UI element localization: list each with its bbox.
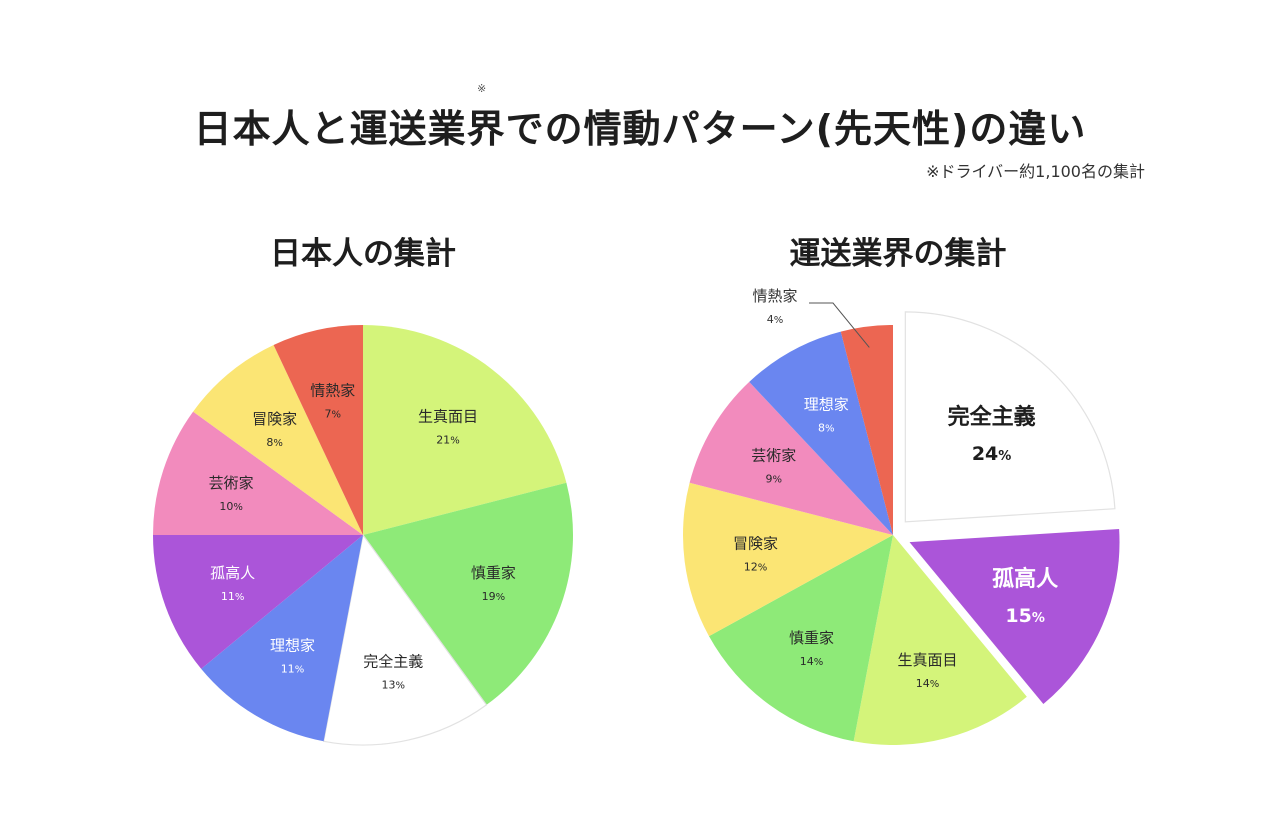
slice-value: 4% xyxy=(767,313,784,326)
slice-label: 冒険家 xyxy=(733,534,778,552)
slice-label: 孤高人 xyxy=(210,564,255,582)
slice-value: 14% xyxy=(800,655,824,668)
slice-label: 慎重家 xyxy=(471,564,516,582)
slice-value: 11% xyxy=(281,662,305,675)
pie-chart-japanese: 生真面目 21% 慎重家 19% 完全主義 13% 理想家 11% 孤高人 11% 芸術家 10% 冒険… xyxy=(153,325,573,746)
page-title: 日本人と運送業界での情動パターン(先天性)の違い xyxy=(193,107,1087,151)
slice-value: 14% xyxy=(916,677,940,690)
pie-slice xyxy=(363,482,573,705)
pie-slice xyxy=(909,528,1120,704)
pie-slice xyxy=(322,533,488,746)
pie-slice xyxy=(749,331,893,535)
slice-value: 13% xyxy=(381,678,405,691)
chart-title-transport: 運送業界の集計 xyxy=(789,236,1007,272)
pie-slice xyxy=(273,325,363,535)
slice-label: 芸術家 xyxy=(751,446,796,464)
pie-slice xyxy=(193,344,363,535)
slice-label: 芸術家 xyxy=(209,474,254,492)
pie-slice xyxy=(153,411,363,535)
sample-size-note: ※ドライバー約1,100名の集計 xyxy=(926,162,1145,181)
slice-label: 冒険家 xyxy=(252,410,297,428)
callout-leader-line xyxy=(809,302,870,348)
slice-label: 理想家 xyxy=(804,396,849,414)
slice-label: 情熱家 xyxy=(310,382,355,400)
title-reference-mark: ※ xyxy=(477,82,487,95)
slice-label: 完全主義 xyxy=(948,404,1036,430)
slice-value: 15% xyxy=(1005,605,1044,627)
slice-value: 9% xyxy=(765,472,782,485)
pie-slice xyxy=(689,381,893,535)
chart-title-japanese: 日本人の集計 xyxy=(270,236,456,272)
slice-label: 慎重家 xyxy=(789,629,834,647)
slice-label: 理想家 xyxy=(270,636,315,654)
slice-label: 情熱家 xyxy=(752,287,797,305)
pie-slice xyxy=(853,535,1027,745)
pie-slice xyxy=(363,325,567,535)
slice-value: 8% xyxy=(266,436,283,449)
slice-label: 生真面目 xyxy=(897,651,957,669)
slice-label: 完全主義 xyxy=(363,652,423,670)
slice-label: 孤高人 xyxy=(992,566,1058,592)
slice-value: 10% xyxy=(219,500,243,513)
slice-value: 21% xyxy=(436,433,460,446)
slice-value: 7% xyxy=(325,408,342,421)
slice-value: 11% xyxy=(221,590,245,603)
pie-slice xyxy=(201,535,363,742)
pie-slice xyxy=(904,311,1116,523)
pie-chart-transport: 完全主義 24% 孤高人 15% 生真面目 14% 慎重家 14% 冒険家 12% 芸術家 9% 理想家… xyxy=(682,287,1120,745)
slice-label: 生真面目 xyxy=(418,407,478,425)
pie-slice xyxy=(153,535,363,669)
slice-value: 8% xyxy=(818,422,835,435)
pie-slice xyxy=(840,325,893,535)
pie-slice xyxy=(708,535,893,742)
slice-value: 19% xyxy=(482,590,506,603)
slice-value: 24% xyxy=(972,443,1011,465)
pie-slice xyxy=(682,482,893,637)
slice-value: 12% xyxy=(744,560,768,573)
